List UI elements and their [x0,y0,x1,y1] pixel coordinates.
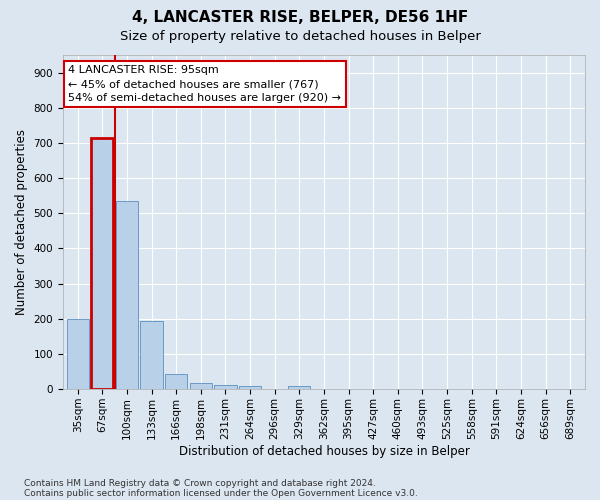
Bar [190,383,212,389]
Bar [140,322,163,389]
Bar [116,201,138,389]
Bar [91,138,113,389]
Bar [165,374,187,389]
Bar [239,386,261,389]
Bar [214,384,236,389]
Text: Size of property relative to detached houses in Belper: Size of property relative to detached ho… [119,30,481,43]
X-axis label: Distribution of detached houses by size in Belper: Distribution of detached houses by size … [179,444,469,458]
Y-axis label: Number of detached properties: Number of detached properties [15,129,28,315]
Text: 4, LANCASTER RISE, BELPER, DE56 1HF: 4, LANCASTER RISE, BELPER, DE56 1HF [132,10,468,25]
Bar [288,386,310,389]
Text: Contains HM Land Registry data © Crown copyright and database right 2024.: Contains HM Land Registry data © Crown c… [24,478,376,488]
Text: 4 LANCASTER RISE: 95sqm
← 45% of detached houses are smaller (767)
54% of semi-d: 4 LANCASTER RISE: 95sqm ← 45% of detache… [68,65,341,103]
Text: Contains public sector information licensed under the Open Government Licence v3: Contains public sector information licen… [24,488,418,498]
Bar [67,319,89,389]
